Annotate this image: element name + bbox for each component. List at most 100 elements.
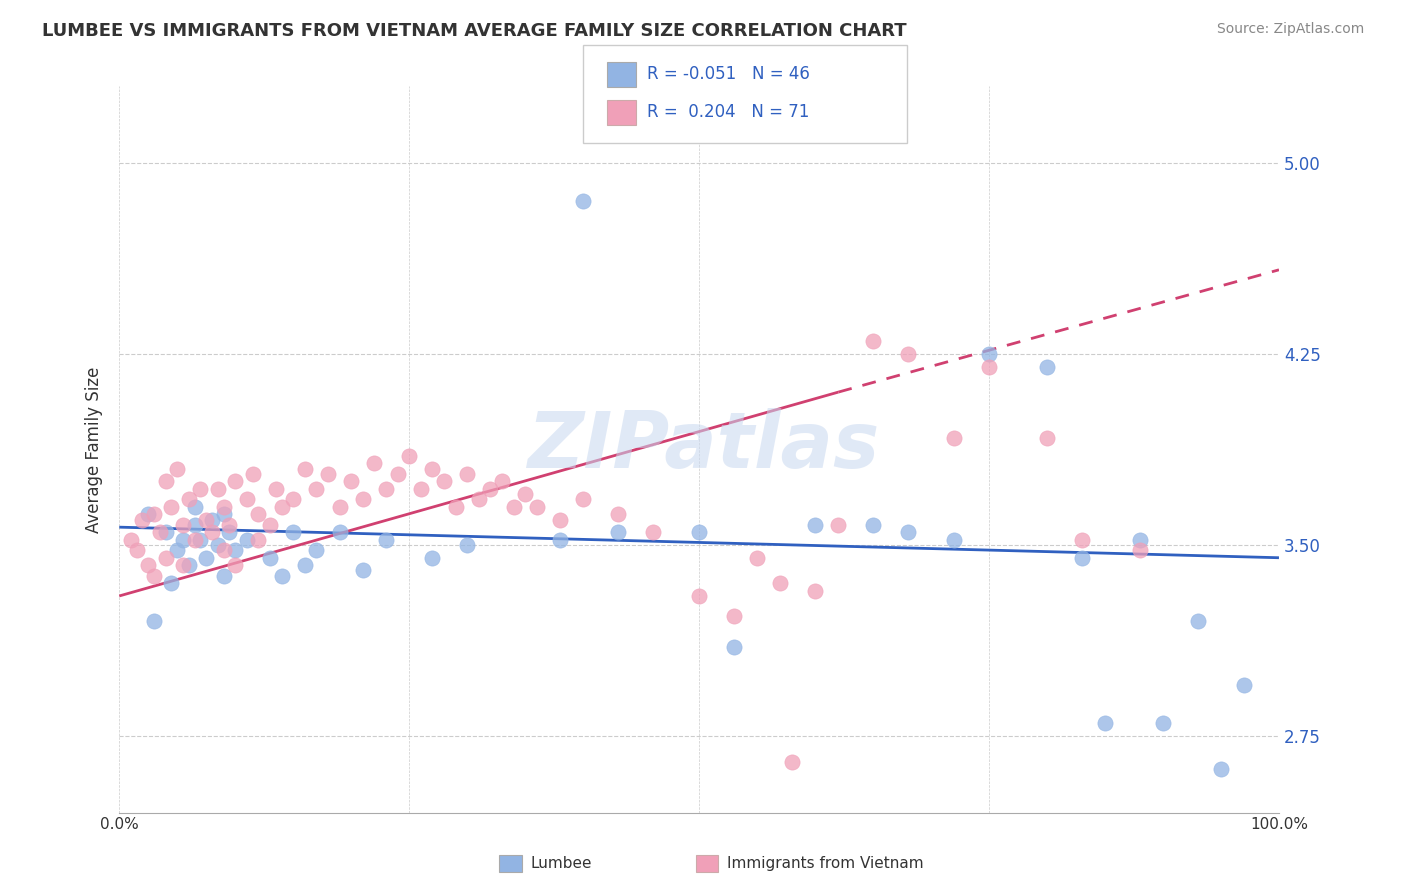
Point — [201, 512, 224, 526]
Point — [456, 538, 478, 552]
Text: LUMBEE VS IMMIGRANTS FROM VIETNAM AVERAGE FAMILY SIZE CORRELATION CHART: LUMBEE VS IMMIGRANTS FROM VIETNAM AVERAG… — [42, 22, 907, 40]
Y-axis label: Average Family Size: Average Family Size — [86, 367, 103, 533]
Point — [607, 525, 630, 540]
Point — [190, 482, 212, 496]
Point — [224, 475, 246, 489]
Point — [352, 492, 374, 507]
Point — [305, 482, 328, 496]
Point — [294, 461, 316, 475]
Point — [270, 500, 292, 514]
Point — [977, 359, 1000, 374]
Point — [259, 517, 281, 532]
Point — [688, 525, 710, 540]
Point — [548, 533, 571, 547]
Point — [136, 508, 159, 522]
Point — [375, 533, 398, 547]
Point — [977, 347, 1000, 361]
Point — [224, 558, 246, 573]
Point — [943, 533, 966, 547]
Point — [943, 431, 966, 445]
Point — [143, 615, 166, 629]
Point — [827, 517, 849, 532]
Point — [491, 475, 513, 489]
Point — [572, 194, 595, 208]
Point — [780, 755, 803, 769]
Point — [723, 640, 745, 654]
Point — [387, 467, 409, 481]
Point — [155, 475, 177, 489]
Point — [897, 347, 920, 361]
Point — [172, 558, 194, 573]
Point — [456, 467, 478, 481]
Point — [607, 508, 630, 522]
Point — [236, 492, 259, 507]
Point — [1070, 550, 1092, 565]
Point — [745, 550, 768, 565]
Text: ZIPatlas: ZIPatlas — [527, 408, 879, 484]
Text: Immigrants from Vietnam: Immigrants from Vietnam — [727, 856, 924, 871]
Point — [212, 500, 235, 514]
Text: R = -0.051   N = 46: R = -0.051 N = 46 — [647, 65, 810, 83]
Point — [1094, 716, 1116, 731]
Point — [160, 576, 183, 591]
Point — [160, 500, 183, 514]
Point — [242, 467, 264, 481]
Point — [259, 550, 281, 565]
Point — [218, 517, 240, 532]
Point — [283, 492, 305, 507]
Point — [422, 550, 444, 565]
Point — [172, 517, 194, 532]
Text: Source: ZipAtlas.com: Source: ZipAtlas.com — [1216, 22, 1364, 37]
Point — [183, 500, 205, 514]
Point — [641, 525, 664, 540]
Point — [1129, 533, 1152, 547]
Point — [398, 449, 420, 463]
Point — [120, 533, 142, 547]
Point — [195, 512, 218, 526]
Point — [201, 525, 224, 540]
Point — [270, 568, 292, 582]
Point — [433, 475, 456, 489]
Point — [143, 568, 166, 582]
Point — [409, 482, 432, 496]
Point — [136, 558, 159, 573]
Point — [212, 568, 235, 582]
Point — [212, 543, 235, 558]
Text: Lumbee: Lumbee — [530, 856, 592, 871]
Point — [479, 482, 502, 496]
Point — [155, 525, 177, 540]
Point — [1129, 543, 1152, 558]
Point — [422, 461, 444, 475]
Point — [316, 467, 339, 481]
Point — [143, 508, 166, 522]
Point — [125, 543, 148, 558]
Point — [329, 500, 352, 514]
Point — [283, 525, 305, 540]
Point — [190, 533, 212, 547]
Point — [218, 525, 240, 540]
Point — [236, 533, 259, 547]
Point — [329, 525, 352, 540]
Point — [149, 525, 172, 540]
Point — [804, 583, 827, 598]
Point — [305, 543, 328, 558]
Point — [468, 492, 491, 507]
Point — [723, 609, 745, 624]
Point — [1036, 431, 1059, 445]
Point — [804, 517, 827, 532]
Point — [247, 533, 270, 547]
Point — [572, 492, 595, 507]
Point — [166, 543, 188, 558]
Point — [264, 482, 287, 496]
Text: R =  0.204   N = 71: R = 0.204 N = 71 — [647, 103, 808, 121]
Point — [131, 512, 153, 526]
Point — [212, 508, 235, 522]
Point — [177, 492, 200, 507]
Point — [862, 334, 884, 348]
Point — [444, 500, 467, 514]
Point — [247, 508, 270, 522]
Point — [897, 525, 920, 540]
Point — [294, 558, 316, 573]
Point — [177, 558, 200, 573]
Point — [340, 475, 363, 489]
